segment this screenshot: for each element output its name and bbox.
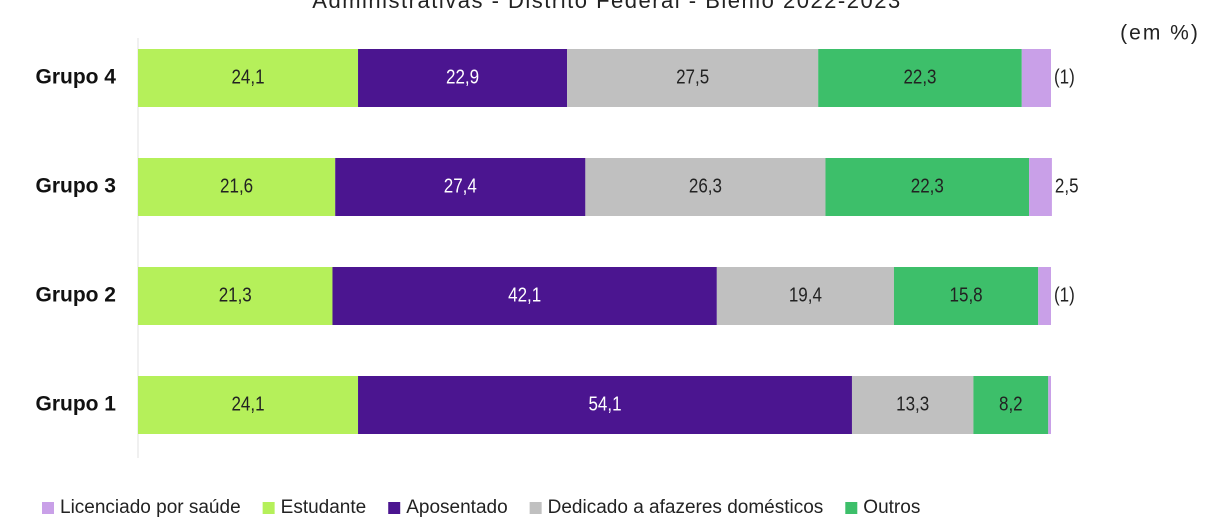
unit-label: (em %): [1120, 22, 1200, 45]
value-label: 54,1: [588, 392, 621, 415]
legend-swatch: [845, 502, 858, 514]
bar-segment: [138, 267, 333, 325]
bar-segment: [335, 158, 586, 216]
value-label: 21,6: [220, 174, 253, 197]
category-label: Grupo 4: [35, 66, 116, 89]
value-label: 19,4: [789, 283, 822, 306]
legend-swatch: [388, 502, 401, 514]
bar-segment: [138, 376, 359, 434]
bar-segment: [1038, 267, 1051, 325]
category-label: Grupo 3: [35, 175, 116, 198]
legend-label: Dedicado a afazeres domésticos: [548, 497, 824, 518]
bar-segment: [138, 49, 359, 107]
legend-label: Outros: [863, 497, 920, 518]
bar-segment: [358, 376, 852, 434]
legend-swatch: [262, 502, 275, 514]
value-label: 24,1: [231, 65, 264, 88]
bar-segment: [825, 158, 1030, 216]
bar-segment: [585, 158, 826, 216]
legend-label: Licenciado por saúde: [60, 497, 241, 518]
value-label: 27,5: [676, 65, 709, 88]
bar-segment: [1048, 376, 1051, 434]
legend-label: Aposentado: [406, 497, 507, 518]
bar-segment: [818, 49, 1022, 107]
bar-segment: [138, 158, 336, 216]
legend-label: Estudante: [281, 497, 367, 518]
value-label: 2,5: [1055, 174, 1079, 197]
value-label: 22,3: [911, 174, 944, 197]
bar-segment: [716, 267, 894, 325]
value-label: (1): [1054, 283, 1075, 306]
value-label: 8,2: [999, 392, 1023, 415]
value-label: (1): [1054, 65, 1075, 88]
value-label: 22,3: [903, 65, 936, 88]
bar-segment: [332, 267, 717, 325]
bar-segment: [1021, 49, 1051, 107]
value-label: 24,1: [231, 392, 264, 415]
value-label: 22,9: [446, 65, 479, 88]
category-label: Grupo 2: [35, 284, 116, 307]
bar-segment: [1029, 158, 1052, 216]
bar-segment: [973, 376, 1049, 434]
bar-segment: [893, 267, 1039, 325]
value-label: 27,4: [444, 174, 477, 197]
bar-segment: [567, 49, 819, 107]
bar-segment: [358, 49, 568, 107]
value-label: 26,3: [689, 174, 722, 197]
legend-swatch: [42, 502, 54, 514]
legend-swatch: [529, 502, 542, 514]
value-label: 13,3: [896, 392, 929, 415]
value-label: 21,3: [219, 283, 252, 306]
value-label: 15,8: [950, 283, 983, 306]
bar-segment: [851, 376, 974, 434]
category-label: Grupo 1: [35, 393, 116, 416]
chart-title: Administrativas - Distrito Federal - Biê…: [312, 0, 901, 13]
value-label: 42,1: [508, 283, 541, 306]
